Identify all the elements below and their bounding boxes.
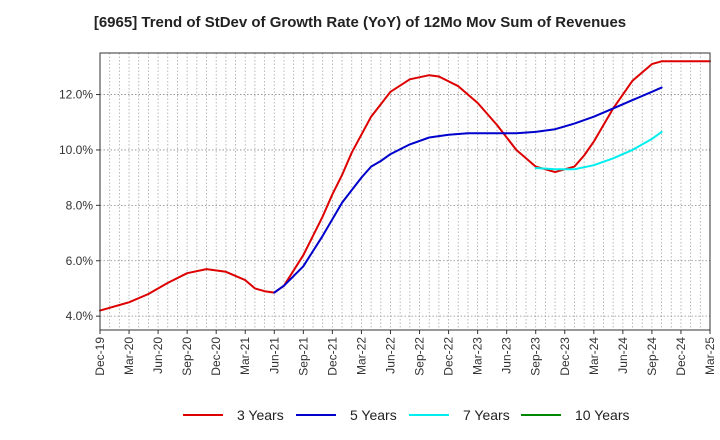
x-tick-label: Mar-25 [703, 337, 717, 375]
x-tick-label: Mar-21 [238, 337, 252, 375]
x-tick-label: Sep-22 [413, 337, 427, 376]
x-tick-label: Mar-24 [587, 337, 601, 375]
y-tick-label: 8.0% [66, 198, 94, 212]
plot-area-border [99, 52, 711, 331]
legend-item-3-years: 3 Years [183, 405, 284, 425]
x-tick-label: Jun-24 [616, 337, 630, 374]
x-tick-label: Jun-22 [383, 337, 397, 374]
x-tick-label: Sep-23 [529, 337, 543, 376]
legend-label-7-years: 7 Years [463, 407, 510, 423]
y-tick-label: 6.0% [66, 254, 94, 268]
x-tick-label: Mar-20 [122, 337, 136, 375]
legend-item-10-years: 10 Years [521, 405, 630, 425]
legend-swatch-3-years [183, 414, 223, 416]
legend-item-7-years: 7 Years [409, 405, 510, 425]
series-line-3-years [99, 60, 711, 312]
x-tick-label: Jun-23 [500, 337, 514, 374]
plot-area-background [100, 53, 710, 330]
x-tick-label: Mar-23 [471, 337, 485, 375]
legend-swatch-5-years [296, 414, 336, 416]
y-tick-label: 10.0% [59, 143, 93, 157]
y-tick-label: 4.0% [66, 309, 94, 323]
legend-label-5-years: 5 Years [350, 407, 397, 423]
x-tick-label: Dec-20 [209, 337, 223, 376]
x-tick-label: Dec-19 [93, 337, 107, 376]
x-tick-label: Dec-21 [325, 337, 339, 376]
x-tick-label: Dec-24 [674, 337, 688, 376]
x-tick-label: Jun-20 [151, 337, 165, 374]
legend-item-5-years: 5 Years [296, 405, 397, 425]
chart-legend: 3 Years 5 Years 7 Years 10 Years [0, 405, 720, 425]
legend-label-3-years: 3 Years [237, 407, 284, 423]
x-tick-label: Dec-22 [442, 337, 456, 376]
x-tick-label: Jun-21 [267, 337, 281, 374]
y-tick-label: 12.0% [59, 88, 93, 102]
series-line-5-years [273, 86, 663, 294]
legend-swatch-10-years [521, 414, 561, 416]
chart-title: [6965] Trend of StDev of Growth Rate (Yo… [93, 14, 627, 31]
x-tick-label: Sep-21 [296, 337, 310, 376]
legend-label-10-years: 10 Years [575, 407, 630, 423]
legend-swatch-7-years [409, 414, 449, 416]
series-line-7-years [534, 130, 663, 171]
x-tick-label: Dec-23 [558, 337, 572, 376]
x-tick-label: Mar-22 [354, 337, 368, 375]
x-tick-label: Sep-20 [180, 337, 194, 376]
x-tick-label: Sep-24 [645, 337, 659, 376]
